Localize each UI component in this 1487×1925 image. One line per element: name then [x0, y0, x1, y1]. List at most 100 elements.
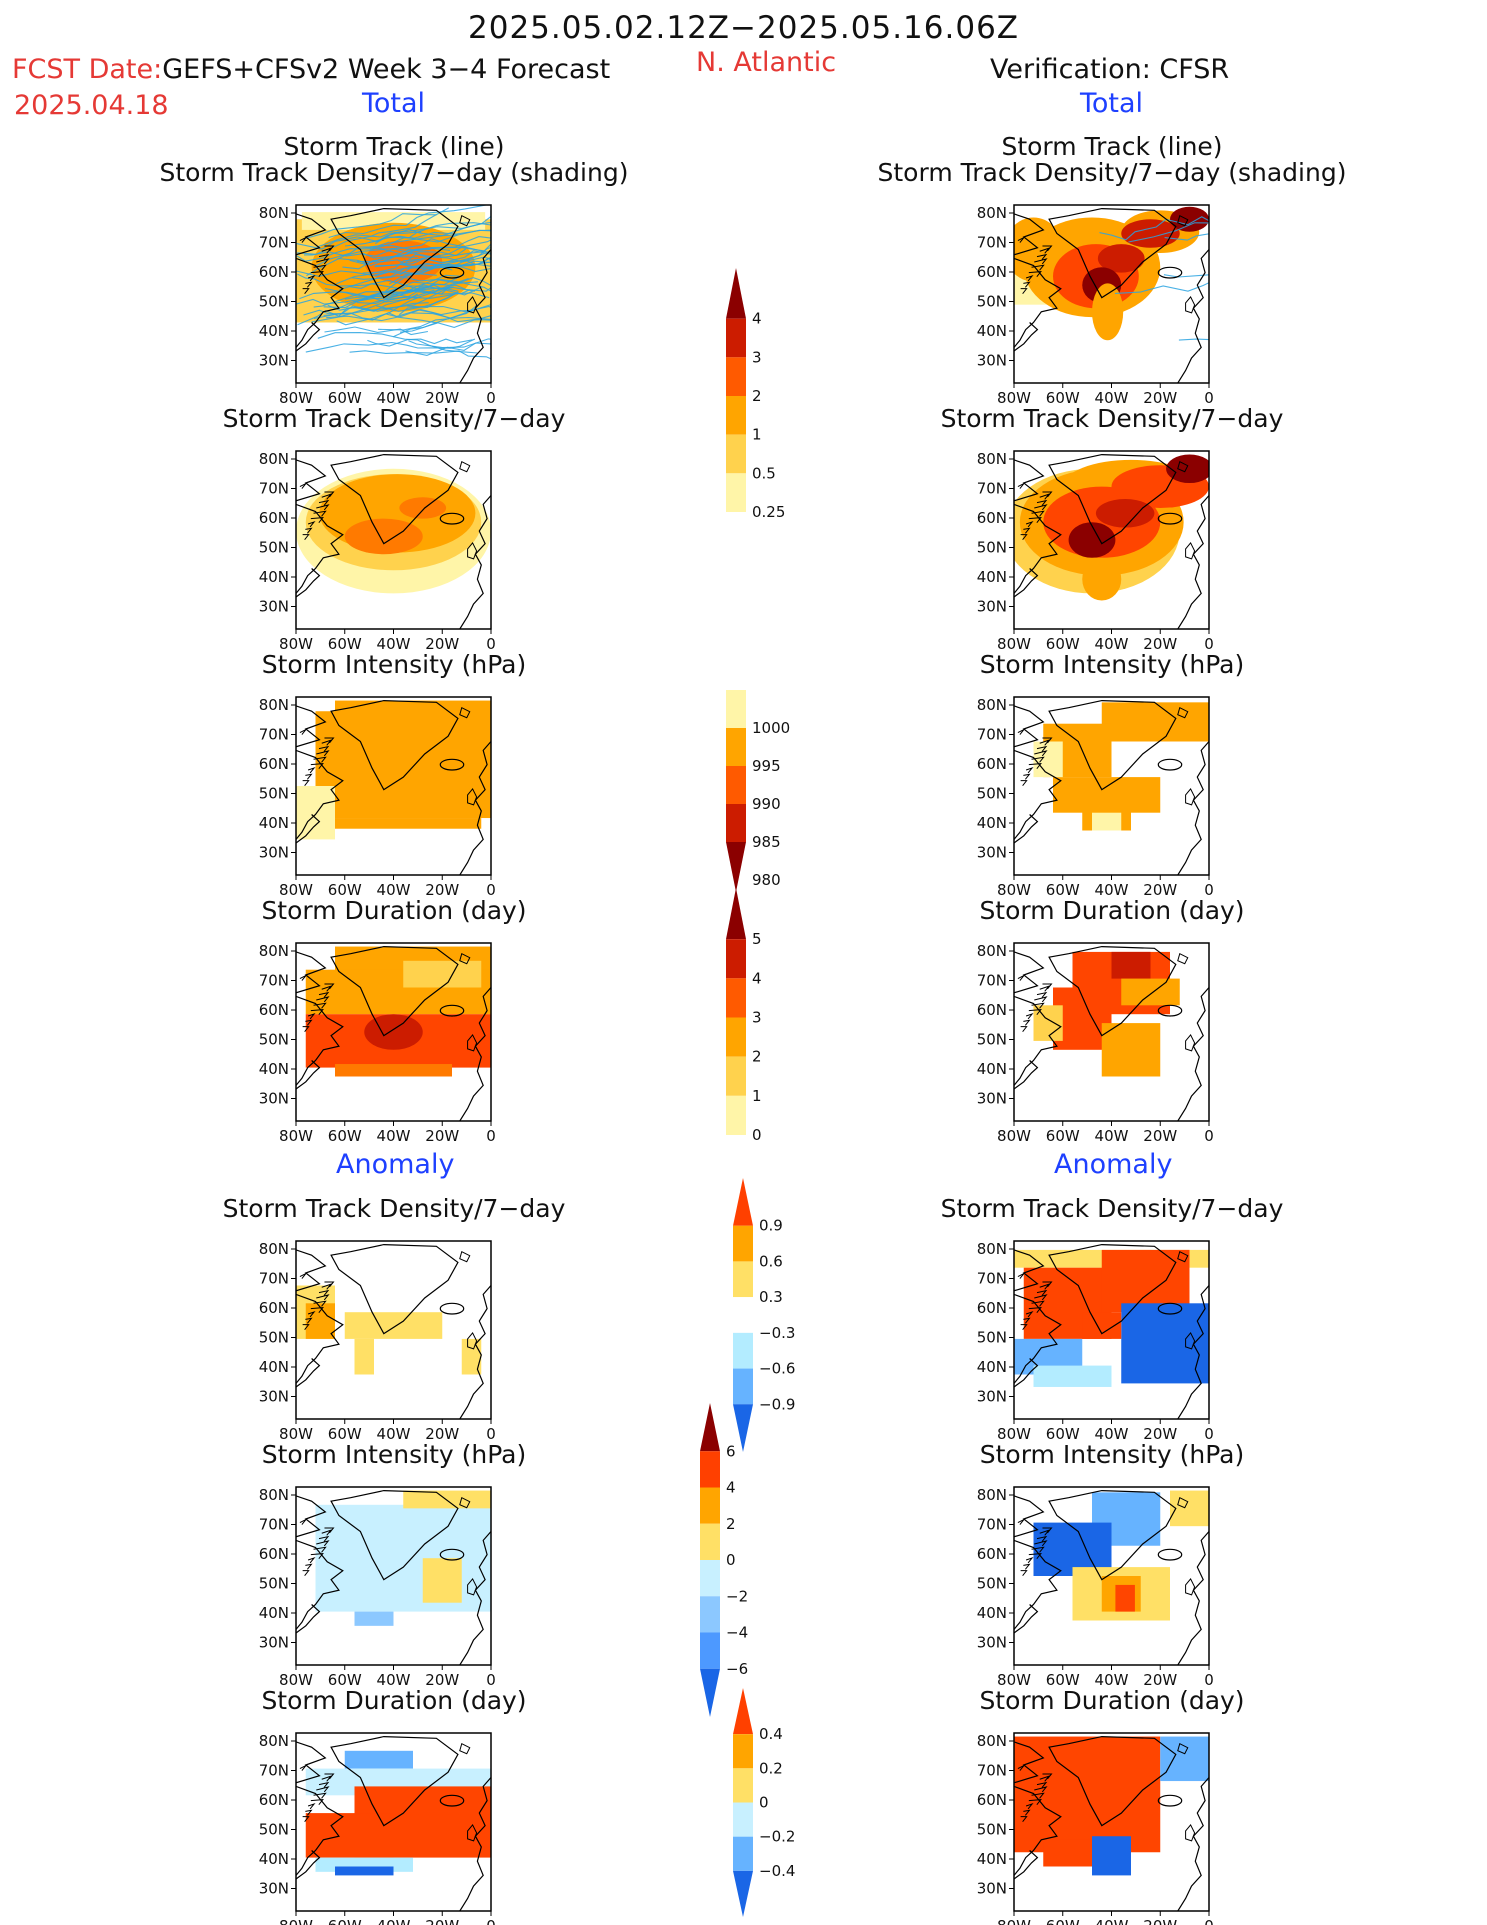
left-intensity-lon-tick: 80W — [279, 881, 313, 899]
left-duration-lon-tick: 80W — [279, 1127, 313, 1145]
colorbar-label: 6 — [726, 1442, 736, 1460]
title-left-density-anom: Storm Track Density/7−day — [222, 1194, 566, 1223]
title-right-duration: Storm Duration (day) — [979, 896, 1245, 925]
colorbar-label: −2 — [726, 1587, 748, 1605]
left-intensity-anom-lat-tick: 50N — [259, 1575, 289, 1593]
title-right-duration-anom: Storm Duration (day) — [979, 1686, 1245, 1715]
left-intensity-lon-tick: 60W — [328, 881, 362, 899]
left-duration-lat-tick: 50N — [259, 1031, 289, 1049]
right-duration-anom-lon-tick: 20W — [1143, 1917, 1177, 1925]
left-duration-anom-lon-tick: 80W — [279, 1917, 313, 1925]
colorbar-label: 0.5 — [752, 464, 776, 482]
left-duration-lon-tick: 60W — [328, 1127, 362, 1145]
left-intensity-lat-tick: 80N — [259, 696, 289, 714]
left-density-anom-lat-tick: 40N — [259, 1358, 289, 1376]
right-intensity-anom-lon-tick: 0 — [1204, 1671, 1214, 1689]
left-density-lon-tick: 20W — [425, 635, 459, 653]
verification-title: Verification: CFSR — [990, 54, 1230, 85]
right-duration-lat-tick: 50N — [977, 1031, 1007, 1049]
left-duration-anom-lon-tick: 40W — [377, 1917, 411, 1925]
right-density-lat-tick: 60N — [977, 509, 1007, 527]
left-density-anom-lat-tick: 30N — [259, 1388, 289, 1406]
right-intensity-anom-lat-tick: 50N — [977, 1575, 1007, 1593]
left-track-line-lat-tick: 60N — [259, 263, 289, 281]
colorbar-density_anom: 0.9 0.6 0.3 −0.3 −0.6 −0.9 — [733, 1178, 795, 1452]
right-duration-anom-lat-tick: 50N — [977, 1821, 1007, 1839]
map-panel-right-duration-anom: 80N 70N 60N 50N 40N 30N 80W 60W 40W 20W 0 — [977, 1732, 1214, 1925]
colorbar-label: 4 — [726, 1479, 736, 1497]
colorbar-label: 4 — [752, 310, 762, 328]
right-density-anom-lon-tick: 80W — [997, 1425, 1031, 1443]
title-left-intensity-anom: Storm Intensity (hPa) — [261, 1440, 527, 1469]
title-right-intensity: Storm Intensity (hPa) — [979, 650, 1245, 679]
right-duration-anom-lat-tick: 30N — [977, 1880, 1007, 1898]
colorbar-label: 0.4 — [759, 1725, 783, 1743]
right-intensity-anom-lat-tick: 80N — [977, 1486, 1007, 1504]
right-density-lat-tick: 30N — [977, 598, 1007, 616]
right-duration-anom-lon-tick: 40W — [1095, 1917, 1129, 1925]
right-density-anom-lon-tick: 0 — [1204, 1425, 1214, 1443]
colorbar-label: 2 — [752, 387, 762, 405]
left-density-anom-lat-tick: 80N — [259, 1240, 289, 1258]
anomaly-right-label: Anomaly — [1054, 1149, 1173, 1180]
right-intensity-anom-lat-tick: 30N — [977, 1634, 1007, 1652]
map-panel-left-track-line: 80N 70N 60N 50N 40N 30N 80W 60W 40W 20W 0 — [259, 204, 496, 407]
colorbar-label: 990 — [752, 795, 781, 813]
colorbar-label: 985 — [752, 833, 781, 851]
period-title: 2025.05.02.12Z−2025.05.16.06Z — [468, 10, 1020, 46]
left-intensity-lon-tick: 40W — [377, 881, 411, 899]
left-density-anom-lon-tick: 80W — [279, 1425, 313, 1443]
right-intensity-lon-tick: 20W — [1143, 881, 1177, 899]
left-intensity-anom-lon-tick: 80W — [279, 1671, 313, 1689]
right-duration-anom-lat-tick: 40N — [977, 1850, 1007, 1868]
left-duration-lon-tick: 20W — [425, 1127, 459, 1145]
left-track-line-lon-tick: 0 — [486, 389, 496, 407]
left-density-lon-tick: 80W — [279, 635, 313, 653]
left-intensity-lon-tick: 0 — [486, 881, 496, 899]
left-intensity-lat-tick: 40N — [259, 814, 289, 832]
right-track-line-lat-tick: 60N — [977, 263, 1007, 281]
colorbar-label: −0.9 — [759, 1395, 795, 1413]
left-intensity-lat-tick: 30N — [259, 844, 289, 862]
colorbar-label: 0.25 — [752, 503, 785, 521]
colorbar-label: −4 — [726, 1624, 748, 1642]
right-intensity-anom-lat-tick: 40N — [977, 1604, 1007, 1622]
right-density-lon-tick: 20W — [1143, 635, 1177, 653]
map-panel-right-intensity: 80N 70N 60N 50N 40N 30N 80W 60W 40W 20W 0 — [977, 696, 1214, 899]
right-track-line-lat-tick: 30N — [977, 352, 1007, 370]
map-panel-left-duration: 80N 70N 60N 50N 40N 30N 80W 60W 40W 20W 0 — [259, 942, 496, 1145]
anomaly-left-label: Anomaly — [336, 1149, 455, 1180]
colorbar-duration_total: 5 4 3 2 1 0 — [726, 888, 762, 1144]
right-density-lon-tick: 60W — [1046, 635, 1080, 653]
right-intensity-anom-lon-tick: 60W — [1046, 1671, 1080, 1689]
map-panel-left-intensity-anom: 80N 70N 60N 50N 40N 30N 80W 60W 40W 20W 0 — [259, 1486, 496, 1689]
right-track-line-lat-tick: 40N — [977, 322, 1007, 340]
right-duration-lat-tick: 60N — [977, 1001, 1007, 1019]
right-density-anom-lat-tick: 50N — [977, 1329, 1007, 1347]
right-density-lat-tick: 40N — [977, 568, 1007, 586]
right-track-line-lat-tick: 50N — [977, 293, 1007, 311]
right-track-line-lon-tick: 60W — [1046, 389, 1080, 407]
region-title: N. Atlantic — [696, 47, 837, 78]
title-left-duration-anom: Storm Duration (day) — [261, 1686, 527, 1715]
left-intensity-lat-tick: 70N — [259, 726, 289, 744]
title-right-density: Storm Track Density/7−day — [940, 404, 1284, 433]
right-density-anom-lon-tick: 40W — [1095, 1425, 1129, 1443]
title-left-intensity: Storm Intensity (hPa) — [261, 650, 527, 679]
colorbar-label: 1000 — [752, 719, 790, 737]
colorbar-label: 0 — [759, 1794, 769, 1812]
right-duration-lat-tick: 40N — [977, 1060, 1007, 1078]
colorbar-label: −6 — [726, 1660, 748, 1678]
left-density-anom-lon-tick: 60W — [328, 1425, 362, 1443]
colorbar-label: −0.2 — [759, 1828, 795, 1846]
right-intensity-lat-tick: 30N — [977, 844, 1007, 862]
left-density-lat-tick: 60N — [259, 509, 289, 527]
left-duration-anom-lon-tick: 0 — [486, 1917, 496, 1925]
colorbar-label: 0 — [752, 1126, 762, 1144]
right-intensity-lon-tick: 60W — [1046, 881, 1080, 899]
left-density-lat-tick: 30N — [259, 598, 289, 616]
right-duration-anom-lon-tick: 0 — [1204, 1917, 1214, 1925]
left-duration-anom-lon-tick: 60W — [328, 1917, 362, 1925]
left-track-line-lat-tick: 30N — [259, 352, 289, 370]
